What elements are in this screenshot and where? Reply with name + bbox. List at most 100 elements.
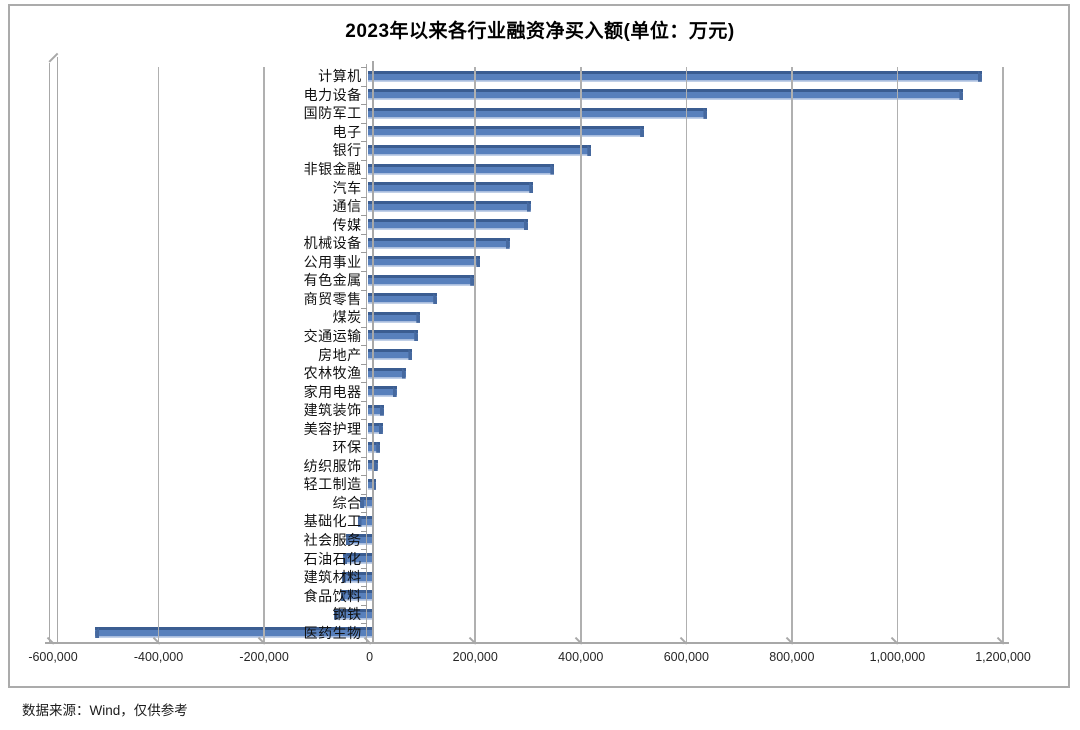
category-axis-tick [360, 104, 367, 106]
category-label-6: 非银金融 [303, 161, 362, 178]
category-axis-tick [360, 233, 367, 235]
category-label-27: 石油石化 [303, 550, 362, 567]
chart-bar-24 [360, 497, 372, 509]
gridline [580, 67, 582, 642]
category-axis-tick [360, 604, 367, 606]
x-axis-tick-label: -600,000 [28, 650, 78, 664]
category-label-31: 医药生物 [303, 624, 362, 641]
x-axis-tick-label: 1,200,000 [975, 650, 1031, 664]
chart-bar-11 [367, 256, 481, 268]
gridline [896, 67, 899, 642]
category-axis-tick [360, 642, 367, 643]
chart-bar-19 [367, 404, 384, 416]
category-axis-tick [360, 271, 367, 273]
chart-bar-16 [367, 349, 413, 360]
x-axis-tick-label: 0 [366, 650, 374, 664]
gridline [157, 67, 160, 642]
category-label-5: 银行 [332, 142, 362, 159]
left-wall-line [56, 57, 58, 642]
category-label-8: 通信 [332, 198, 362, 215]
category-label-24: 综合 [332, 494, 362, 511]
chart-bar-25 [357, 515, 372, 527]
chart-bar-12 [367, 274, 475, 286]
chart-bar-10 [367, 237, 510, 249]
category-label-26: 社会服务 [303, 531, 362, 548]
chart-bar-26 [345, 534, 372, 546]
chart-bar-31 [95, 627, 372, 639]
chart-bar-14 [367, 311, 421, 323]
category-label-23: 轻工制造 [303, 476, 362, 493]
category-axis-tick [360, 141, 367, 143]
category-axis-tick [360, 178, 367, 180]
gridline [685, 67, 688, 642]
category-axis-tick [360, 586, 367, 588]
category-axis-tick [360, 326, 367, 328]
category-label-7: 汽车 [332, 179, 362, 196]
x-axis-tick-label: -400,000 [133, 650, 184, 664]
category-label-17: 农林牧渔 [303, 365, 362, 382]
category-axis-tick [360, 549, 367, 551]
chart-bar-21 [367, 441, 381, 453]
chart-bar-30 [333, 608, 372, 620]
category-axis-tick [360, 85, 367, 87]
category-axis-tick [360, 122, 367, 124]
category-axis-tick [360, 215, 367, 217]
category-label-1: 计算机 [318, 68, 362, 85]
category-axis-tick [360, 196, 367, 198]
chart-bar-20 [367, 423, 383, 435]
chart-title: 2023年以来各行业融资净买入额(单位：万元) [345, 21, 735, 42]
category-label-19: 建筑装饰 [303, 402, 362, 419]
category-axis-tick [360, 289, 367, 291]
category-axis-tick [360, 400, 367, 402]
category-axis-tick [360, 456, 367, 458]
category-axis-tick [360, 252, 367, 254]
x-axis-tick-label: -200,000 [239, 650, 289, 664]
chart-bar-7 [367, 182, 534, 194]
category-label-10: 机械设备 [303, 235, 362, 252]
chart-bar-27 [343, 553, 372, 565]
category-axis-tick [360, 437, 367, 439]
data-source-note: 数据来源：Wind，仅供参考 [22, 703, 188, 718]
category-label-18: 家用电器 [303, 383, 362, 400]
category-label-12: 有色金属 [303, 272, 362, 289]
chart-bar-17 [367, 367, 406, 379]
category-label-21: 环保 [332, 439, 362, 456]
category-label-13: 商贸零售 [303, 290, 362, 307]
category-axis-tick [360, 493, 367, 495]
chart-bar-3 [367, 107, 708, 119]
x-axis-floor-line [45, 642, 1009, 644]
zero-axis-line [372, 61, 374, 642]
category-label-14: 煤炭 [332, 309, 362, 326]
chart-bar-29 [341, 590, 372, 602]
category-label-2: 电力设备 [303, 86, 362, 103]
category-axis-tick [360, 67, 367, 68]
gridline [263, 67, 265, 642]
category-axis-tick [360, 159, 367, 161]
category-label-11: 公用事业 [303, 253, 362, 270]
x-axis-tick-label: 400,000 [558, 650, 604, 664]
chart-bar-28 [342, 571, 372, 583]
x-axis-tick-label: 1,000,000 [869, 650, 926, 664]
x-axis-tick-label: 800,000 [769, 650, 815, 664]
category-axis-tick [360, 345, 367, 347]
gridline [1002, 67, 1004, 642]
chart-bar-6 [367, 163, 555, 175]
chart-bar-18 [367, 386, 397, 398]
category-axis-tick [360, 419, 367, 421]
chart-bar-1 [367, 70, 982, 82]
category-label-4: 电子 [332, 123, 362, 140]
category-label-15: 交通运输 [303, 327, 362, 344]
left-wall-line [48, 63, 50, 642]
chart-bar-23 [367, 478, 376, 490]
category-label-20: 美容护理 [303, 420, 362, 437]
category-label-22: 纺织服饰 [303, 457, 362, 474]
chart-bar-13 [367, 293, 438, 305]
category-label-28: 建筑材料 [303, 569, 362, 586]
category-axis-tick [360, 512, 367, 514]
chart-bar-8 [367, 200, 531, 212]
category-axis-tick [360, 475, 367, 477]
gridline [474, 67, 476, 642]
category-label-9: 传媒 [332, 216, 362, 233]
category-axis-tick [360, 363, 367, 365]
category-label-30: 钢铁 [332, 606, 362, 623]
